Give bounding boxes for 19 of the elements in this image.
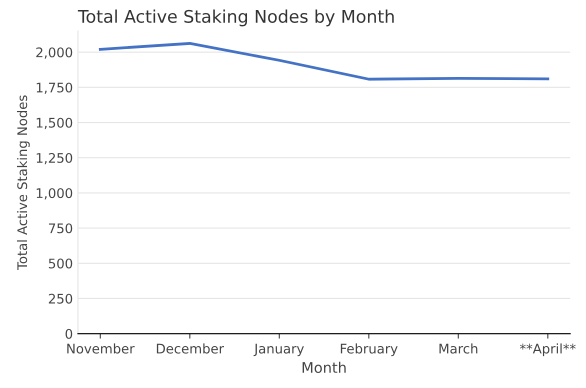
y-tick-label: 2,000 (36, 47, 72, 59)
y-tick-label: 250 (48, 294, 72, 304)
y-tick-label: 500 (48, 258, 72, 268)
x-tick-label: March (439, 343, 478, 354)
y-axis-title: Total Active Staking Nodes (16, 95, 30, 270)
chart-title: Total Active Staking Nodes by Month (78, 10, 394, 26)
x-tick-label: November (67, 343, 135, 354)
y-tick-label: 1,000 (36, 188, 72, 200)
y-tick-label: 1,500 (36, 118, 72, 130)
x-tick-label: **April** (520, 343, 576, 356)
y-tick-label: 750 (48, 223, 72, 234)
line-series (98, 42, 550, 81)
x-tick-label: January (254, 344, 304, 356)
x-axis-title: Month (302, 362, 346, 374)
x-tick-label: February (340, 343, 398, 356)
x-tick-label: December (156, 343, 224, 354)
y-tick-label: 0 (66, 328, 72, 339)
y-tick-label: 1,750 (36, 82, 72, 94)
y-tick-label: 1,250 (36, 152, 72, 164)
